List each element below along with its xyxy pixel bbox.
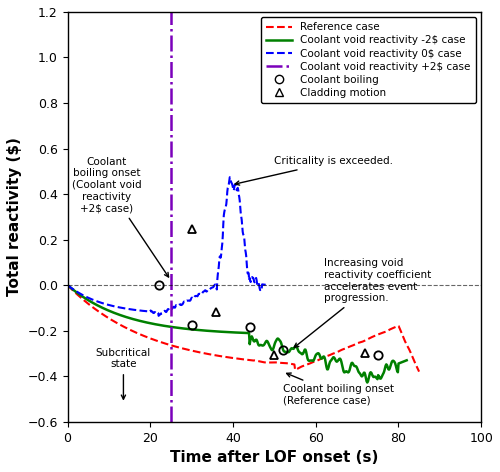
Reference case	[232, 355, 237, 361]
Coolant void reactivity -2$ case	[228, 329, 234, 335]
Text: Criticality is exceeded.: Criticality is exceeded.	[235, 157, 394, 185]
Line: Reference case: Reference case	[68, 285, 419, 371]
Coolant void reactivity 0$ case	[227, 174, 233, 180]
Text: Coolant boiling onset
(Reference case): Coolant boiling onset (Reference case)	[282, 373, 394, 405]
Y-axis label: Total reactivity ($): Total reactivity ($)	[7, 137, 22, 296]
Coolant void reactivity 0$ case	[143, 308, 149, 314]
Coolant void reactivity +2$ case	[168, 282, 174, 288]
Reference case	[408, 350, 414, 355]
Coolant void reactivity 0$ case	[88, 296, 94, 302]
Coolant void reactivity +2$ case	[168, 55, 174, 60]
Coolant void reactivity -2$ case	[364, 379, 370, 385]
Coolant void reactivity 0$ case	[130, 307, 136, 312]
Reference case	[416, 369, 422, 374]
Text: Increasing void
reactivity coefficient
accelerates event
progression.: Increasing void reactivity coefficient a…	[294, 258, 431, 347]
Coolant void reactivity -2$ case	[396, 361, 402, 366]
Coolant void reactivity -2$ case	[64, 282, 70, 288]
Reference case	[234, 356, 239, 362]
Coolant void reactivity 0$ case	[263, 282, 269, 287]
Coolant void reactivity -2$ case	[404, 357, 409, 363]
Coolant void reactivity -2$ case	[226, 329, 232, 335]
Coolant void reactivity 0$ case	[156, 313, 162, 319]
Reference case	[64, 282, 70, 288]
Coolant void reactivity -2$ case	[342, 369, 348, 374]
Text: Subcritical
state: Subcritical state	[96, 347, 151, 399]
Legend: Reference case, Coolant void reactivity -2$ case, Coolant void reactivity 0$ cas: Reference case, Coolant void reactivity …	[260, 17, 476, 103]
X-axis label: Time after LOF onset (s): Time after LOF onset (s)	[170, 450, 378, 465]
Reference case	[352, 341, 358, 347]
Coolant void reactivity -2$ case	[266, 343, 272, 348]
Coolant void reactivity 0$ case	[190, 295, 196, 301]
Reference case	[255, 358, 261, 364]
Coolant void reactivity 0$ case	[64, 282, 70, 288]
Reference case	[274, 360, 280, 365]
Coolant void reactivity -2$ case	[248, 334, 254, 340]
Line: Coolant void reactivity 0$ case: Coolant void reactivity 0$ case	[68, 177, 266, 316]
Coolant void reactivity 0$ case	[208, 285, 214, 291]
Line: Coolant void reactivity -2$ case: Coolant void reactivity -2$ case	[68, 285, 406, 382]
Coolant void reactivity 0$ case	[210, 285, 216, 290]
Text: Coolant
boiling onset
(Coolant void
reactivity
+2$ case): Coolant boiling onset (Coolant void reac…	[72, 157, 168, 277]
